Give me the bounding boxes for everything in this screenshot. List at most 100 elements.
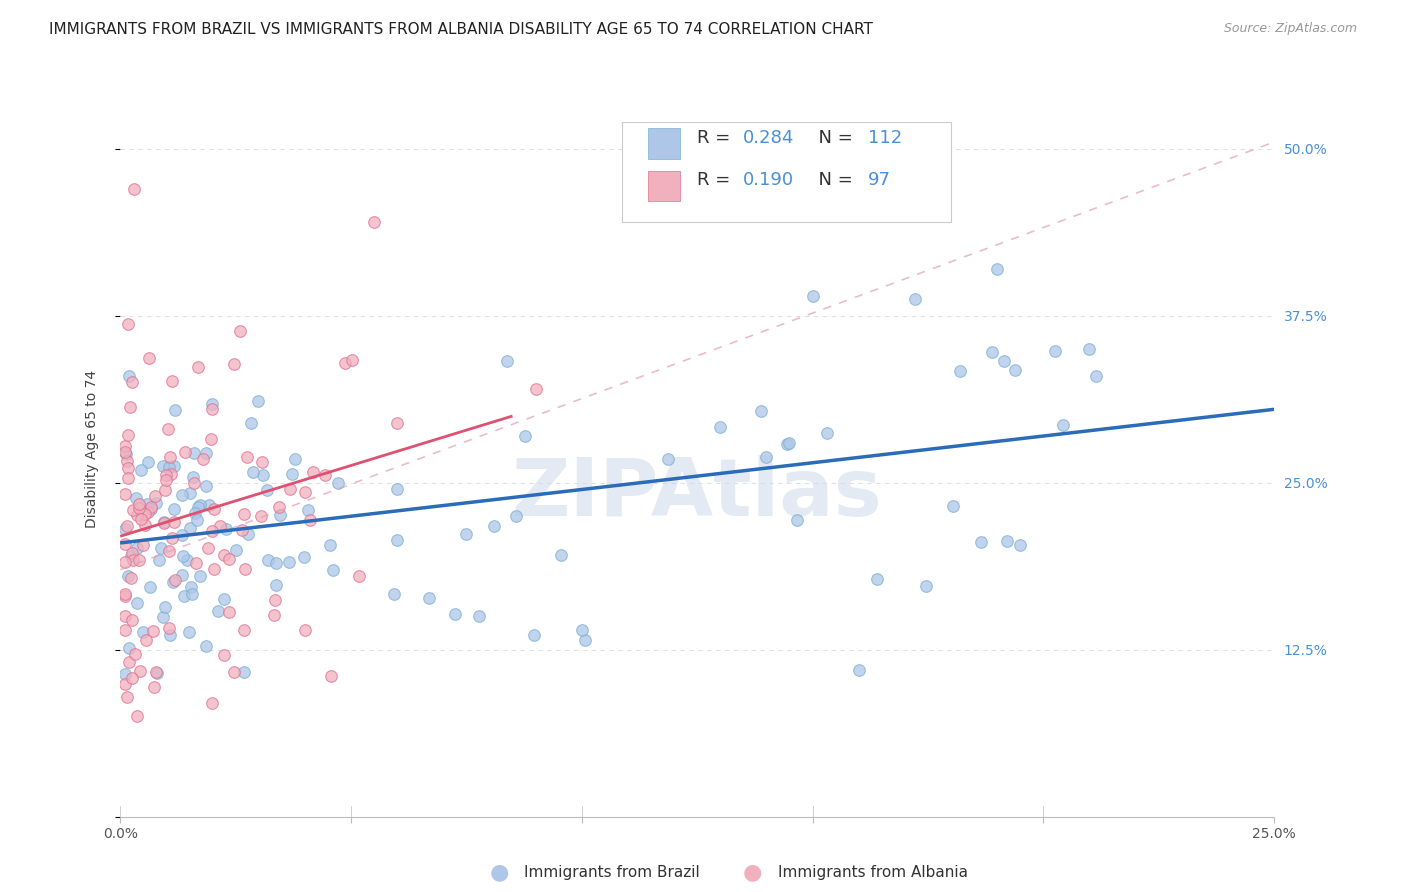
Point: [150, 541, 173, 555]
Point: [801, 289, 824, 303]
Point: [298, 513, 321, 527]
Point: [212, 548, 235, 562]
Point: [127, 541, 149, 555]
Point: [179, 521, 201, 535]
Point: [187, 500, 209, 515]
Point: [145, 496, 167, 510]
Point: [184, 507, 207, 521]
Point: [148, 552, 170, 566]
Point: [128, 497, 150, 511]
Point: [993, 354, 1015, 368]
Point: [444, 607, 467, 622]
Point: [115, 453, 138, 467]
Point: [121, 546, 143, 560]
Point: [114, 445, 136, 459]
Text: Immigrants from Albania: Immigrants from Albania: [778, 865, 967, 880]
Point: [120, 400, 142, 414]
Point: [170, 527, 193, 541]
Point: [194, 446, 217, 460]
Text: 0.284: 0.284: [744, 129, 794, 147]
Text: ●: ●: [489, 863, 509, 882]
Point: [1045, 344, 1067, 359]
Point: [194, 479, 217, 493]
Point: [139, 500, 162, 514]
Point: [942, 499, 965, 513]
Point: [218, 605, 240, 619]
Point: [995, 533, 1018, 548]
Point: [1004, 363, 1026, 377]
Point: [1052, 418, 1074, 433]
Point: [496, 354, 519, 368]
Point: [201, 402, 224, 417]
Point: [187, 359, 209, 374]
Point: [157, 621, 180, 635]
Point: [1010, 538, 1032, 552]
Text: 112: 112: [868, 129, 903, 147]
Text: Source: ZipAtlas.com: Source: ZipAtlas.com: [1223, 22, 1357, 36]
Point: [124, 647, 146, 661]
Point: [225, 543, 247, 558]
Point: [385, 533, 408, 547]
Point: [135, 497, 157, 511]
Point: [177, 625, 200, 640]
Point: [250, 509, 273, 524]
Point: [207, 604, 229, 618]
Point: [215, 522, 238, 536]
Point: [162, 531, 184, 545]
Point: [281, 467, 304, 482]
Point: [235, 450, 257, 465]
Point: [550, 549, 572, 563]
Point: [468, 608, 491, 623]
Point: [385, 416, 408, 430]
Point: [125, 491, 148, 506]
Point: [117, 690, 139, 705]
Point: [114, 439, 136, 453]
Point: [321, 668, 343, 682]
Point: [122, 182, 145, 196]
Point: [233, 562, 256, 576]
Point: [163, 573, 186, 587]
Point: [340, 353, 363, 368]
Point: [134, 517, 156, 532]
Point: [269, 508, 291, 522]
Point: [278, 555, 301, 569]
Point: [160, 374, 183, 388]
Point: [118, 655, 141, 669]
Point: [142, 624, 165, 639]
Point: [981, 345, 1004, 359]
Text: 97: 97: [868, 171, 891, 189]
Point: [184, 556, 207, 570]
Text: R =: R =: [697, 171, 737, 189]
Point: [157, 460, 180, 475]
Point: [778, 436, 800, 450]
Point: [170, 487, 193, 501]
Point: [284, 451, 307, 466]
Point: [236, 526, 259, 541]
Point: [1085, 369, 1108, 384]
Point: [194, 639, 217, 653]
Point: [118, 368, 141, 383]
Point: [657, 452, 679, 467]
Point: [224, 665, 246, 679]
Point: [387, 482, 409, 496]
Point: [278, 482, 301, 496]
Point: [709, 419, 731, 434]
Point: [229, 324, 252, 338]
FancyBboxPatch shape: [621, 122, 950, 221]
Point: [162, 502, 184, 516]
Point: [322, 562, 344, 576]
Point: [197, 541, 219, 556]
Point: [152, 458, 174, 473]
Point: [193, 451, 215, 466]
Text: R =: R =: [697, 129, 737, 147]
Point: [129, 512, 152, 526]
Point: [904, 292, 927, 306]
Text: Immigrants from Brazil: Immigrants from Brazil: [524, 865, 700, 880]
Point: [505, 509, 527, 524]
Point: [382, 587, 405, 601]
Point: [160, 467, 183, 482]
Point: [173, 589, 195, 603]
Point: [456, 527, 478, 541]
Point: [136, 455, 159, 469]
Point: [145, 665, 167, 680]
